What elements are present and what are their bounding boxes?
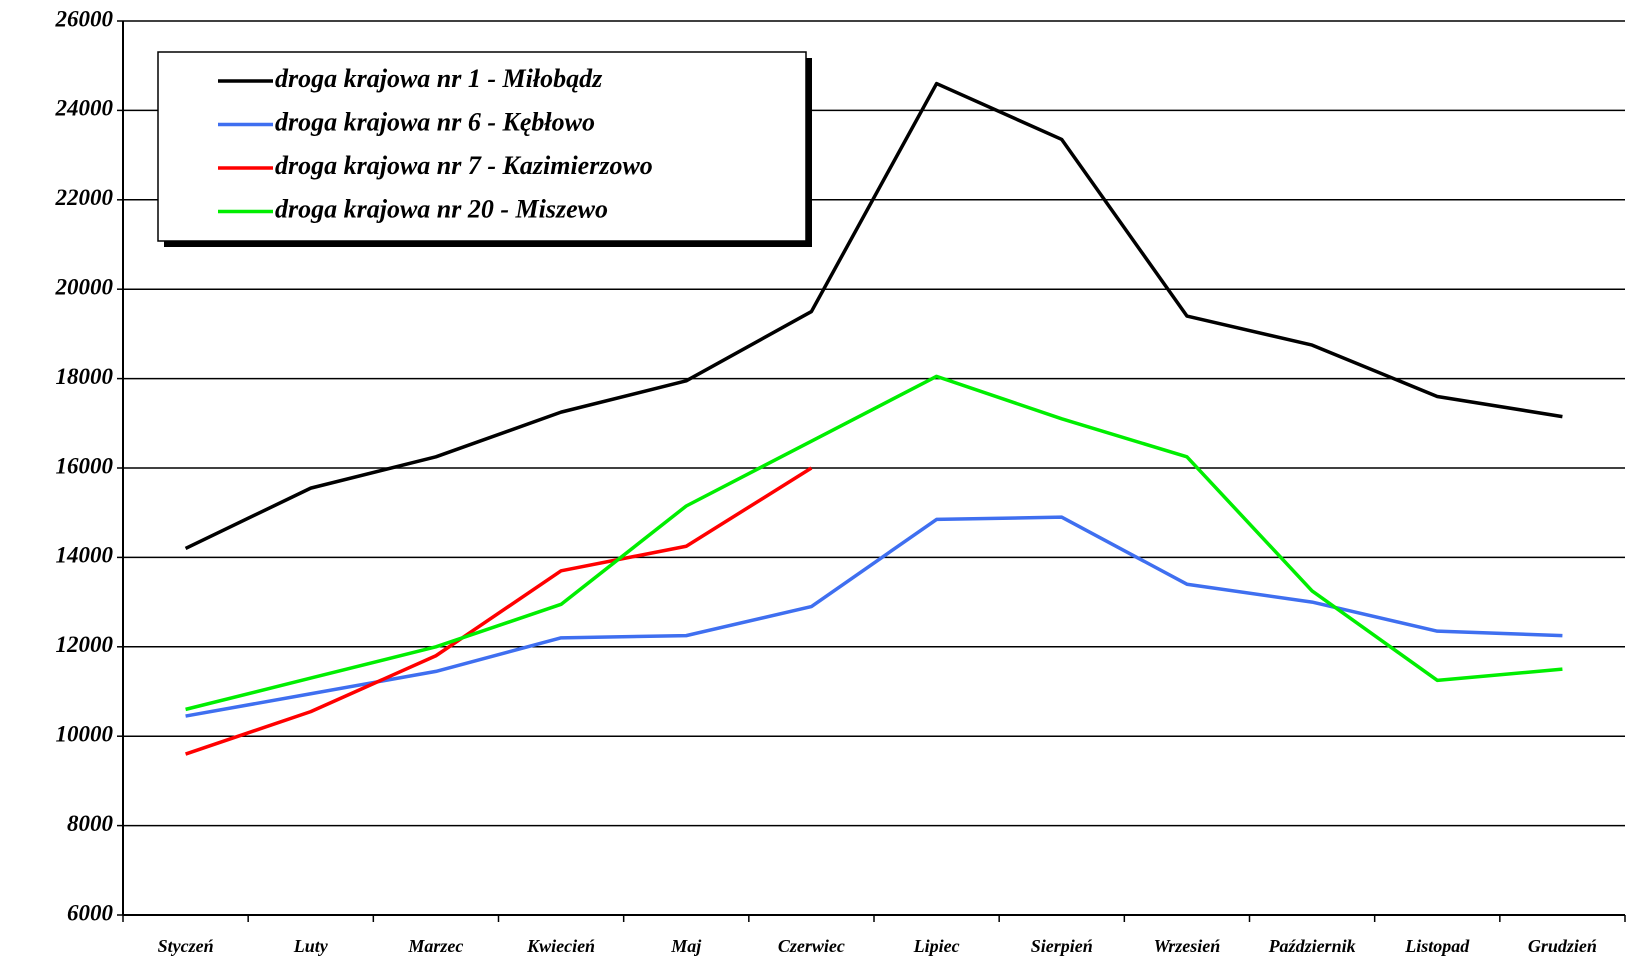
legend (157, 51, 807, 242)
series-line (184, 81, 1563, 551)
x-tick-label: Maj (670, 936, 702, 956)
legend-label: droga krajowa nr 7 - Kazimierzowo (275, 151, 653, 180)
x-tick-label: Sierpień (1031, 936, 1093, 956)
x-tick-label: Listopad (1404, 936, 1470, 956)
x-tick-label: Kwiecień (526, 936, 595, 956)
y-tick-label: 10000 (56, 721, 114, 746)
y-tick-label: 14000 (56, 543, 114, 568)
series-line (185, 515, 1563, 718)
legend-label: droga krajowa nr 20 - Miszewo (275, 194, 608, 223)
y-tick-label: 6000 (67, 900, 114, 925)
x-tick-label: Lipiec (913, 936, 960, 956)
x-tick-label: Wrzesień (1154, 936, 1221, 956)
legend-label: droga krajowa nr 6 - Kębłowo (275, 107, 595, 136)
y-tick-label: 8000 (67, 811, 114, 836)
x-tick-label: Styczeń (158, 936, 214, 956)
x-tick-label: Marzec (407, 936, 463, 956)
legend-label: droga krajowa nr 1 - Miłobądz (275, 64, 603, 93)
x-tick-label: Czerwiec (778, 936, 845, 956)
y-tick-label: 18000 (56, 364, 114, 389)
x-tick-label: Luty (293, 936, 329, 956)
y-tick-label: 24000 (55, 96, 114, 121)
x-tick-label: Grudzień (1528, 936, 1597, 956)
y-tick-label: 20000 (55, 274, 114, 299)
y-tick-label: 22000 (55, 185, 114, 210)
x-tick-label: Październik (1268, 936, 1356, 956)
series-line (185, 374, 1563, 712)
series-line (185, 466, 813, 756)
y-tick-label: 16000 (56, 453, 114, 478)
y-tick-label: 26000 (55, 6, 114, 31)
y-tick-label: 12000 (56, 632, 114, 657)
